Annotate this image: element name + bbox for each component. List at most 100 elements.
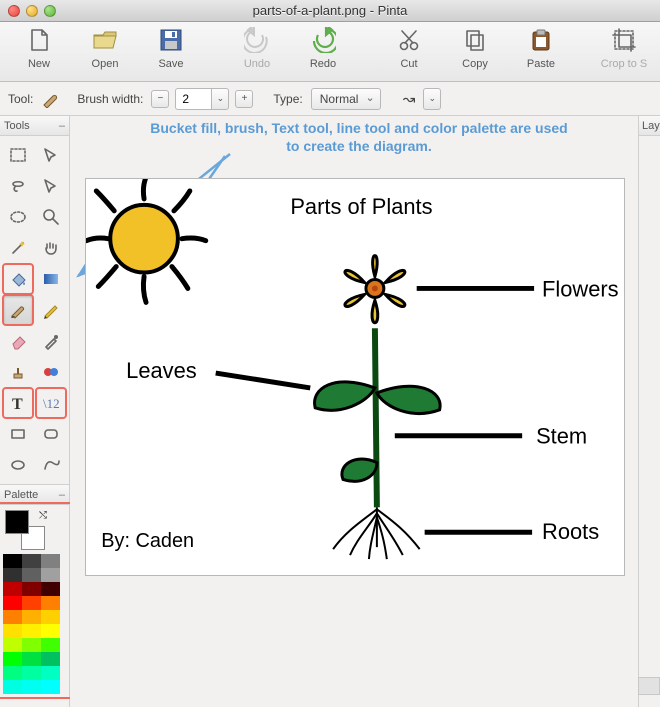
palette-color[interactable] [41,652,60,666]
palette-color[interactable] [22,652,41,666]
pencil-tool[interactable] [37,296,65,324]
palette-color[interactable] [22,582,41,596]
palette-color[interactable] [22,638,41,652]
palette-color[interactable] [3,652,22,666]
right-sidebar-gripper[interactable] [638,677,660,695]
swap-colors-icon[interactable]: ⤭ [39,510,47,521]
palette-color[interactable] [3,582,22,596]
move-tool[interactable] [37,141,65,169]
canvas[interactable]: Parts of Plants [85,178,625,576]
redo-label: Redo [310,58,336,70]
paste-button[interactable]: Paste [508,26,574,81]
color-palette-grid[interactable] [3,554,66,694]
arrow-style-icon[interactable]: ↝ [403,90,416,108]
copy-button[interactable]: Copy [442,26,508,81]
current-tool-icon [41,90,59,108]
copy-icon [461,26,489,54]
line-tool[interactable]: \12 [37,389,65,417]
open-label: Open [92,58,119,70]
redo-icon [309,26,337,54]
close-window-button[interactable] [8,5,20,17]
brush-type-select[interactable]: Normal [311,88,381,110]
diagram-drawing: Parts of Plants [86,179,624,575]
ellipse-shape-tool[interactable] [4,451,32,479]
zoom-tool[interactable] [37,203,65,231]
lasso-tool[interactable] [4,172,32,200]
cut-button[interactable]: Cut [376,26,442,81]
palette-color[interactable] [22,666,41,680]
gradient-tool[interactable] [37,265,65,293]
left-sidebar: Tools – T \12 [0,116,70,707]
palette-color[interactable] [22,624,41,638]
tools-panel-minimize[interactable]: – [59,120,65,132]
palette-panel-header: Palette – [0,485,69,505]
palette-color[interactable] [22,554,41,568]
palette-color[interactable] [22,680,41,694]
palette-color[interactable] [22,568,41,582]
brush-tool[interactable] [4,296,32,324]
palette-color[interactable] [22,596,41,610]
palette-color[interactable] [41,680,60,694]
options-bar: Tool: Brush width: − ⌄ + Type: Normal ↝ … [0,82,660,116]
palette-color[interactable] [3,638,22,652]
new-file-icon [25,26,53,54]
palette-color[interactable] [41,554,60,568]
palette-color[interactable] [3,596,22,610]
palette-color[interactable] [3,610,22,624]
save-button[interactable]: Save [138,26,204,81]
text-tool[interactable]: T [4,389,32,417]
eraser-tool[interactable] [4,327,32,355]
new-button[interactable]: New [6,26,72,81]
palette-color[interactable] [41,624,60,638]
palette-color[interactable] [22,610,41,624]
palette-color[interactable] [3,554,22,568]
diagram-title: Parts of Plants [290,194,432,219]
palette-panel-minimize[interactable]: – [59,489,65,501]
crop-button[interactable]: Crop to S [594,26,654,81]
palette-color[interactable] [41,568,60,582]
move-selection-tool[interactable] [37,172,65,200]
brush-width-input[interactable] [175,88,211,110]
rectangle-shape-tool[interactable] [4,420,32,448]
palette-color[interactable] [41,582,60,596]
svg-text:T: T [12,396,23,413]
ellipse-select-tool[interactable] [4,203,32,231]
rectangle-select-tool[interactable] [4,141,32,169]
cut-label: Cut [400,58,417,70]
recolor-tool[interactable] [37,358,65,386]
undo-button[interactable]: Undo [224,26,290,81]
open-button[interactable]: Open [72,26,138,81]
arrow-style-dropdown[interactable]: ⌄ [423,88,441,110]
tools-panel-header: Tools – [0,116,69,136]
fg-color-swatch[interactable] [5,510,29,534]
pan-tool[interactable] [37,234,65,262]
svg-text:By: Caden: By: Caden [101,530,194,552]
fg-bg-swatch[interactable]: ⤭ [5,510,45,550]
brush-width-increase[interactable]: + [235,90,253,108]
brush-width-dropdown[interactable]: ⌄ [211,88,229,110]
rounded-rect-tool[interactable] [37,420,65,448]
zoom-window-button[interactable] [44,5,56,17]
palette-color[interactable] [41,596,60,610]
palette-color[interactable] [3,624,22,638]
bucket-fill-tool[interactable] [4,265,32,293]
palette-color[interactable] [3,568,22,582]
clone-stamp-tool[interactable] [4,358,32,386]
svg-text:Leaves: Leaves [126,358,197,383]
brush-width-decrease[interactable]: − [151,90,169,108]
color-picker-tool[interactable] [37,327,65,355]
redo-button[interactable]: Redo [290,26,356,81]
layers-panel-header: Lay [639,116,660,136]
crop-icon [610,26,638,54]
palette-color[interactable] [41,638,60,652]
window-title: parts-of-a-plant.png - Pinta [0,3,660,18]
palette-color[interactable] [41,610,60,624]
curve-shape-tool[interactable] [37,451,65,479]
minimize-window-button[interactable] [26,5,38,17]
main-toolbar: New Open Save Undo Redo [0,22,660,82]
palette-color[interactable] [41,666,60,680]
palette-color[interactable] [3,680,22,694]
palette-color[interactable] [3,666,22,680]
magic-wand-tool[interactable] [4,234,32,262]
crop-label: Crop to S [601,58,647,70]
